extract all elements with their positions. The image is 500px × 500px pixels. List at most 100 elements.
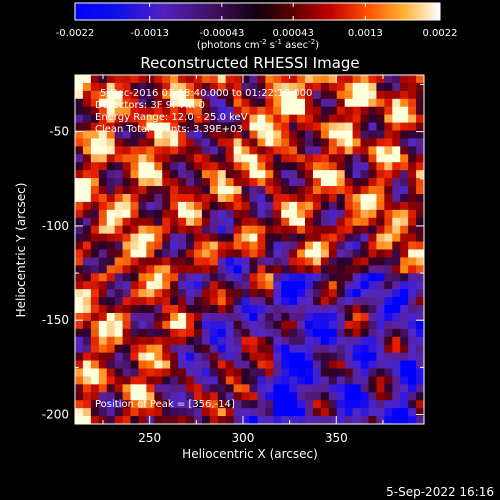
heatmap-cell bbox=[233, 217, 242, 227]
heatmap-cell bbox=[209, 130, 219, 139]
heatmap-cell bbox=[289, 408, 298, 417]
heatmap-cell bbox=[376, 376, 385, 385]
heatmap-cell bbox=[217, 305, 227, 314]
heatmap-cell bbox=[186, 75, 195, 84]
heatmap-cell bbox=[336, 90, 346, 100]
heatmap-cell bbox=[368, 408, 377, 417]
heatmap-cell bbox=[384, 162, 393, 171]
heatmap-cell bbox=[360, 162, 369, 171]
heatmap-cell bbox=[312, 130, 322, 139]
heatmap-cell bbox=[265, 281, 274, 290]
heatmap-cell bbox=[312, 90, 322, 100]
heatmap-cell bbox=[336, 193, 346, 203]
heatmap-cell bbox=[114, 384, 123, 393]
heatmap-cell bbox=[186, 376, 195, 385]
heatmap-cell bbox=[384, 217, 393, 227]
heatmap-cell bbox=[154, 122, 163, 131]
heatmap-cell bbox=[146, 273, 155, 282]
heatmap-cell bbox=[320, 273, 330, 282]
heatmap-cell bbox=[352, 257, 361, 266]
heatmap-cell bbox=[336, 265, 346, 274]
heatmap-cell bbox=[233, 201, 242, 211]
heatmap-cell bbox=[225, 170, 235, 179]
heatmap-cell bbox=[257, 416, 266, 424]
heatmap-cell bbox=[90, 75, 100, 84]
heatmap-cell bbox=[90, 138, 100, 147]
heatmap-cell bbox=[289, 360, 298, 369]
heatmap-cell bbox=[98, 82, 108, 92]
heatmap-cell bbox=[130, 233, 139, 242]
heatmap-cell bbox=[162, 98, 171, 108]
heatmap-cell bbox=[186, 138, 195, 147]
heatmap-cell bbox=[217, 82, 227, 92]
colorbar-tick-label: -0.0013 bbox=[130, 28, 169, 39]
heatmap-cell bbox=[328, 408, 338, 417]
heatmap-cell bbox=[201, 360, 211, 369]
heatmap-cell bbox=[209, 75, 219, 84]
heatmap-cell bbox=[193, 416, 203, 424]
heatmap-cell bbox=[265, 217, 274, 227]
heatmap-cell bbox=[154, 186, 163, 195]
heatmap-cell bbox=[233, 400, 242, 409]
heatmap-cell bbox=[297, 344, 306, 354]
heatmap-cell bbox=[336, 130, 346, 139]
heatmap-cell bbox=[114, 186, 123, 195]
heatmap-cell bbox=[384, 265, 393, 274]
heatmap-cell bbox=[114, 114, 123, 123]
heatmap-cell bbox=[75, 122, 84, 131]
heatmap-cell bbox=[376, 273, 385, 282]
heatmap-cell bbox=[225, 90, 235, 100]
x-tick-label: 350 bbox=[325, 431, 348, 445]
heatmap-cell bbox=[217, 360, 227, 369]
heatmap-cell bbox=[312, 201, 322, 211]
heatmap-cell bbox=[162, 75, 171, 84]
heatmap-cell bbox=[233, 170, 242, 179]
heatmap-cell bbox=[376, 209, 385, 219]
heatmap-cell bbox=[312, 400, 322, 409]
heatmap-cell bbox=[257, 352, 266, 361]
heatmap-cell bbox=[257, 257, 266, 266]
heatmap-cell bbox=[90, 328, 100, 338]
heatmap-cell bbox=[186, 265, 195, 274]
heatmap-cell bbox=[106, 376, 116, 385]
heatmap-cell bbox=[233, 289, 242, 298]
heatmap-cell bbox=[162, 154, 171, 163]
heatmap-cell bbox=[265, 122, 274, 131]
heatmap-cell bbox=[384, 209, 393, 219]
heatmap-cell bbox=[392, 186, 401, 195]
heatmap-cell bbox=[257, 201, 266, 211]
heatmap-cell bbox=[328, 368, 338, 377]
heatmap-cell bbox=[162, 233, 171, 242]
heatmap-cell bbox=[114, 400, 123, 409]
heatmap-cell bbox=[408, 154, 417, 163]
heatmap-cell bbox=[305, 193, 314, 203]
heatmap-cell bbox=[312, 312, 322, 322]
heatmap-cell bbox=[233, 352, 242, 361]
heatmap-cell bbox=[241, 75, 250, 84]
heatmap-cell bbox=[186, 289, 195, 298]
heatmap-cell bbox=[249, 368, 258, 377]
heatmap-cell bbox=[114, 241, 123, 250]
heatmap-cell bbox=[90, 289, 100, 298]
heatmap-cell bbox=[130, 75, 139, 84]
heatmap-cell bbox=[328, 209, 338, 219]
heatmap-cell bbox=[209, 328, 219, 338]
heatmap-cell bbox=[416, 138, 424, 147]
heatmap-cell bbox=[106, 312, 116, 322]
heatmap-cell bbox=[328, 106, 338, 116]
heatmap-cell bbox=[392, 90, 401, 100]
heatmap-cell bbox=[186, 90, 195, 100]
heatmap-cell bbox=[344, 154, 354, 163]
heatmap-cell bbox=[273, 305, 282, 314]
heatmap-cell bbox=[297, 130, 306, 139]
heatmap-cell bbox=[416, 416, 424, 424]
heatmap-cell bbox=[209, 281, 219, 290]
heatmap-cell bbox=[106, 170, 116, 179]
heatmap-cell bbox=[376, 75, 385, 84]
heatmap-cell bbox=[281, 209, 290, 219]
heatmap-cell bbox=[154, 193, 163, 203]
heatmap-cell bbox=[273, 138, 282, 147]
heatmap-cell bbox=[146, 233, 155, 242]
heatmap-cell bbox=[376, 408, 385, 417]
heatmap-cell bbox=[297, 82, 306, 92]
